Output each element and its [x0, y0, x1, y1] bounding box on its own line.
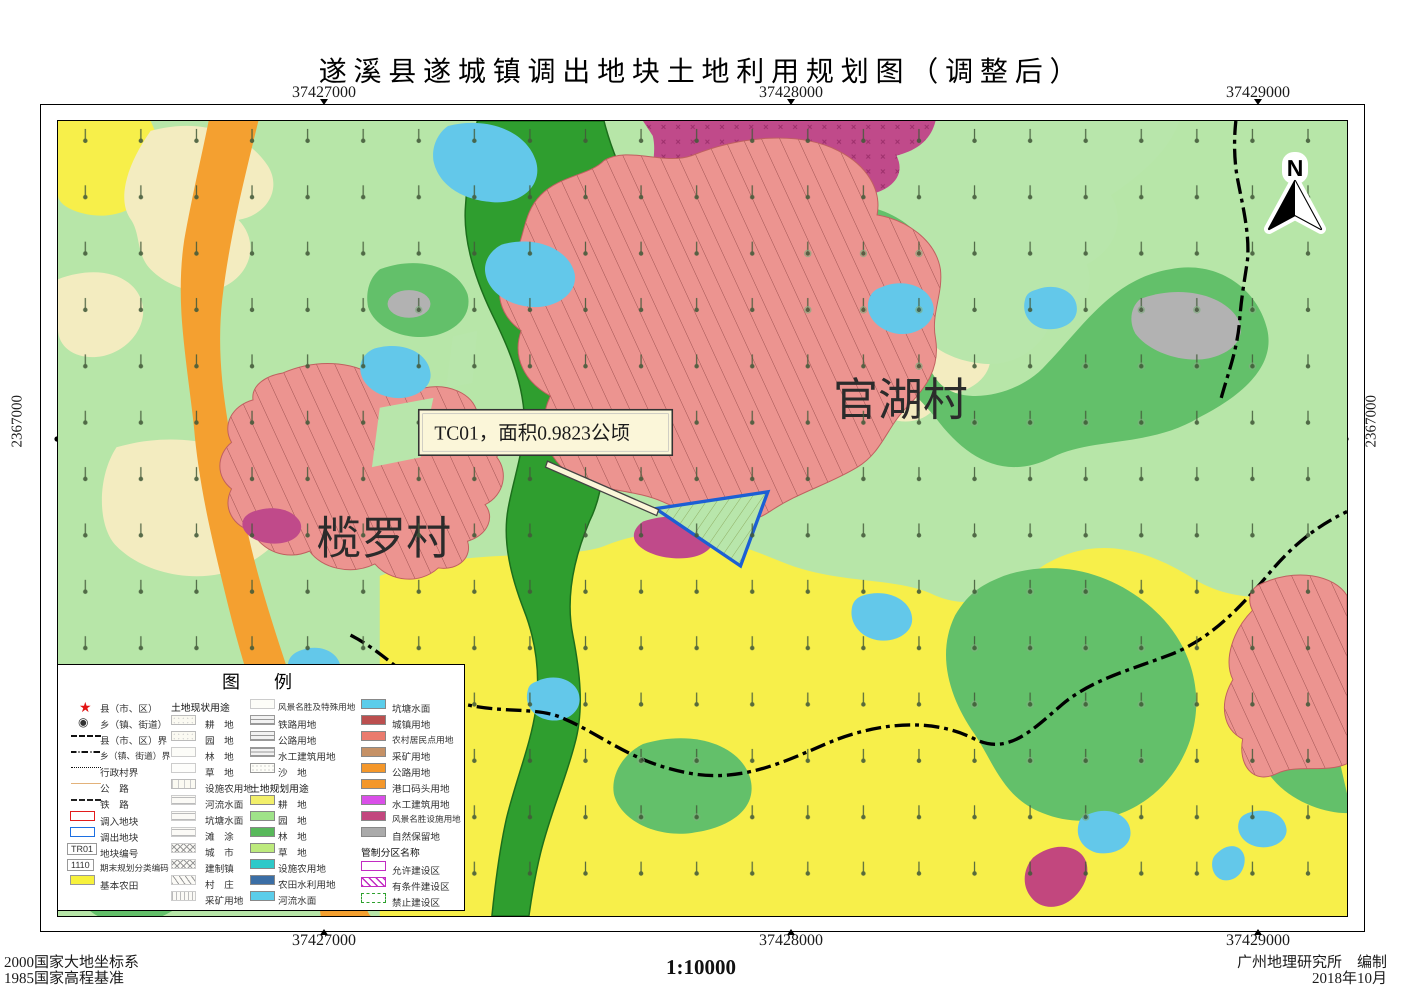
svg-text:TC01，面积0.9823公顷: TC01，面积0.9823公顷 — [434, 423, 630, 445]
svg-text:N: N — [1287, 155, 1304, 181]
